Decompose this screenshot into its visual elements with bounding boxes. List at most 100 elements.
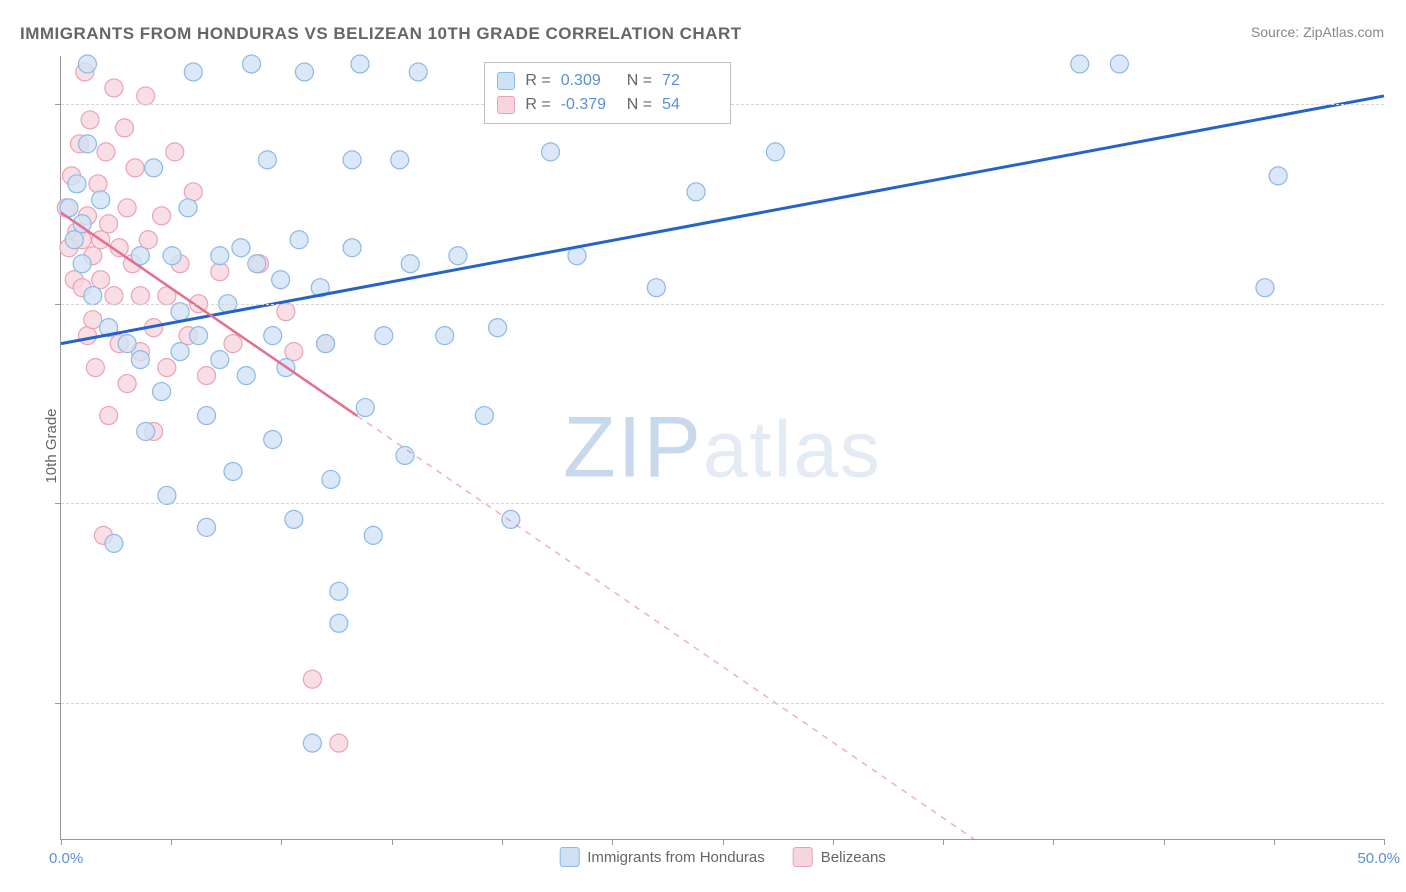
- scatter-point-honduras: [1256, 279, 1274, 297]
- y-tick-label: 100.0%: [1392, 95, 1406, 112]
- scatter-point-belizeans: [303, 670, 321, 688]
- x-tick-mark: [61, 839, 62, 845]
- x-tick-mark: [171, 839, 172, 845]
- scatter-point-honduras: [303, 734, 321, 752]
- scatter-point-belizeans: [81, 111, 99, 129]
- scatter-point-belizeans: [92, 271, 110, 289]
- scatter-point-honduras: [198, 518, 216, 536]
- legend-swatch: [559, 847, 579, 867]
- x-tick-mark: [502, 839, 503, 845]
- scatter-point-belizeans: [153, 207, 171, 225]
- stats-R-label: R =: [525, 69, 550, 93]
- y-axis-label: 10th Grade: [43, 408, 60, 483]
- scatter-point-honduras: [65, 231, 83, 249]
- scatter-point-honduras: [391, 151, 409, 169]
- correlation-stats-box: R =0.309N =72R = -0.379 N = 54: [484, 62, 731, 124]
- scatter-point-honduras: [647, 279, 665, 297]
- stats-N-value: 54: [662, 93, 718, 117]
- trend-line-belizeans-extrapolated: [357, 416, 974, 839]
- legend-label: Immigrants from Honduras: [587, 849, 765, 866]
- scatter-point-belizeans: [105, 79, 123, 97]
- scatter-point-honduras: [211, 351, 229, 369]
- scatter-point-belizeans: [126, 159, 144, 177]
- scatter-point-honduras: [258, 151, 276, 169]
- stats-row-belizeans: R = -0.379 N = 54: [497, 93, 718, 117]
- scatter-point-honduras: [322, 470, 340, 488]
- y-tick-mark: [55, 703, 61, 704]
- scatter-point-belizeans: [78, 327, 96, 345]
- scatter-point-belizeans: [285, 343, 303, 361]
- scatter-point-honduras: [184, 63, 202, 81]
- y-tick-mark: [55, 304, 61, 305]
- scatter-point-honduras: [137, 423, 155, 441]
- scatter-point-belizeans: [118, 375, 136, 393]
- scatter-point-honduras: [436, 327, 454, 345]
- scatter-point-belizeans: [84, 311, 102, 329]
- scatter-point-belizeans: [166, 143, 184, 161]
- scatter-point-belizeans: [184, 183, 202, 201]
- gridline: [61, 503, 1384, 504]
- plot-area: ZIPatlas 100.0%87.5%75.0%62.5% 0.0% 50.0…: [60, 56, 1384, 840]
- scatter-point-honduras: [243, 55, 261, 73]
- legend-item-honduras: Immigrants from Honduras: [559, 847, 765, 867]
- scatter-point-belizeans: [86, 359, 104, 377]
- scatter-point-belizeans: [224, 335, 242, 353]
- x-tick-mark: [1274, 839, 1275, 845]
- scatter-point-belizeans: [100, 407, 118, 425]
- stats-swatch: [497, 96, 515, 114]
- stats-row-honduras: R =0.309N =72: [497, 69, 718, 93]
- gridline: [61, 304, 1384, 305]
- scatter-point-honduras: [1071, 55, 1089, 73]
- stats-N-label: N =: [627, 93, 652, 117]
- scatter-point-honduras: [1269, 167, 1287, 185]
- x-tick-mark: [833, 839, 834, 845]
- x-tick-mark: [1164, 839, 1165, 845]
- legend-label: Belizeans: [821, 849, 886, 866]
- stats-R-value: -0.379: [561, 93, 617, 117]
- stats-R-label: R =: [525, 93, 550, 117]
- scatter-point-honduras: [343, 151, 361, 169]
- y-tick-label: 87.5%: [1392, 295, 1406, 312]
- scatter-point-honduras: [153, 383, 171, 401]
- scatter-point-belizeans: [116, 119, 134, 137]
- scatter-point-honduras: [356, 399, 374, 417]
- scatter-point-belizeans: [137, 87, 155, 105]
- scatter-point-honduras: [118, 335, 136, 353]
- scatter-point-honduras: [317, 335, 335, 353]
- scatter-point-honduras: [401, 255, 419, 273]
- scatter-point-belizeans: [97, 143, 115, 161]
- scatter-point-honduras: [78, 55, 96, 73]
- scatter-point-honduras: [171, 343, 189, 361]
- scatter-point-honduras: [396, 446, 414, 464]
- scatter-point-belizeans: [277, 303, 295, 321]
- scatter-point-honduras: [295, 63, 313, 81]
- scatter-point-honduras: [330, 582, 348, 600]
- scatter-point-honduras: [375, 327, 393, 345]
- legend-item-belizeans: Belizeans: [793, 847, 886, 867]
- x-tick-mark: [943, 839, 944, 845]
- scatter-point-honduras: [489, 319, 507, 337]
- y-tick-label: 75.0%: [1392, 495, 1406, 512]
- scatter-point-honduras: [264, 431, 282, 449]
- x-tick-mark: [612, 839, 613, 845]
- scatter-point-honduras: [264, 327, 282, 345]
- scatter-point-belizeans: [89, 175, 107, 193]
- scatter-point-belizeans: [330, 734, 348, 752]
- stats-N-value: 72: [662, 69, 718, 93]
- scatter-point-honduras: [285, 510, 303, 528]
- scatter-point-honduras: [766, 143, 784, 161]
- scatter-point-honduras: [198, 407, 216, 425]
- y-tick-mark: [55, 104, 61, 105]
- scatter-point-belizeans: [139, 231, 157, 249]
- scatter-point-honduras: [232, 239, 250, 257]
- y-tick-label: 62.5%: [1392, 695, 1406, 712]
- scatter-point-belizeans: [118, 199, 136, 217]
- scatter-point-honduras: [158, 486, 176, 504]
- y-tick-mark: [55, 503, 61, 504]
- gridline: [61, 703, 1384, 704]
- scatter-point-belizeans: [198, 367, 216, 385]
- plot-svg: [61, 56, 1384, 839]
- x-tick-mark: [1053, 839, 1054, 845]
- scatter-point-honduras: [290, 231, 308, 249]
- scatter-point-honduras: [237, 367, 255, 385]
